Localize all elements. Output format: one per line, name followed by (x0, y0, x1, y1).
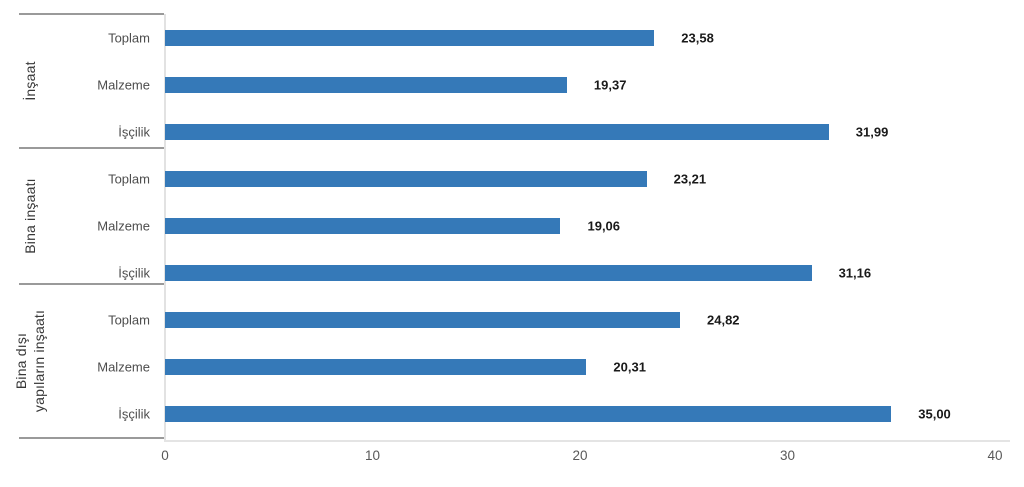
category-label: İşçilik (118, 124, 150, 140)
group-label: Bina dışı yapıların inşaatı (12, 310, 48, 412)
bar-toplam (165, 170, 647, 187)
category-label: İşçilik (118, 406, 150, 422)
bar-i̇şçilik (165, 265, 812, 282)
category-label: Malzeme (97, 218, 150, 234)
group-label-line: yapıların inşaatı (31, 309, 47, 413)
group-label: Bina inşaatı (21, 178, 39, 254)
group-label-line: Bina inşaatı (22, 178, 38, 254)
value-label: 23,58 (681, 30, 714, 46)
category-label: Toplam (108, 171, 150, 187)
bar-toplam (165, 29, 655, 46)
category-label: Toplam (108, 312, 150, 328)
bar-toplam (165, 312, 680, 329)
category-label: İşçilik (118, 265, 150, 281)
value-label: 35,00 (918, 406, 951, 422)
category-label: Malzeme (97, 77, 150, 93)
value-label: 23,21 (673, 171, 707, 187)
group-separator-line (19, 283, 164, 285)
x-axis-tick-label: 10 (364, 448, 381, 463)
bar-malzeme (165, 359, 587, 376)
bar-malzeme (165, 218, 561, 234)
group-separator-line (19, 147, 164, 149)
group-label-line: İnşaat (22, 61, 38, 101)
category-label: Malzeme (97, 359, 150, 375)
category-label: Toplam (108, 30, 150, 46)
x-axis-tick-label: 0 (161, 448, 169, 463)
x-axis-tick-label: 30 (779, 448, 796, 463)
bar-i̇şçilik (165, 406, 892, 423)
x-axis-line (164, 440, 1010, 442)
value-label: 31,99 (855, 124, 889, 140)
value-label: 19,06 (587, 218, 621, 234)
value-label: 24,82 (707, 312, 740, 328)
value-label: 31,16 (838, 265, 872, 281)
group-separator-line (19, 13, 164, 15)
x-axis-tick-label: 40 (987, 448, 1003, 463)
value-label: 20,31 (613, 359, 646, 375)
group-separator-line (19, 437, 164, 439)
x-axis-tick-label: 20 (572, 448, 588, 463)
value-label: 19,37 (593, 77, 627, 93)
group-label-line: Bina dışı (13, 332, 29, 390)
group-label: İnşaat (21, 61, 39, 100)
bar-i̇şçilik (165, 123, 829, 140)
bar-malzeme (165, 76, 567, 93)
